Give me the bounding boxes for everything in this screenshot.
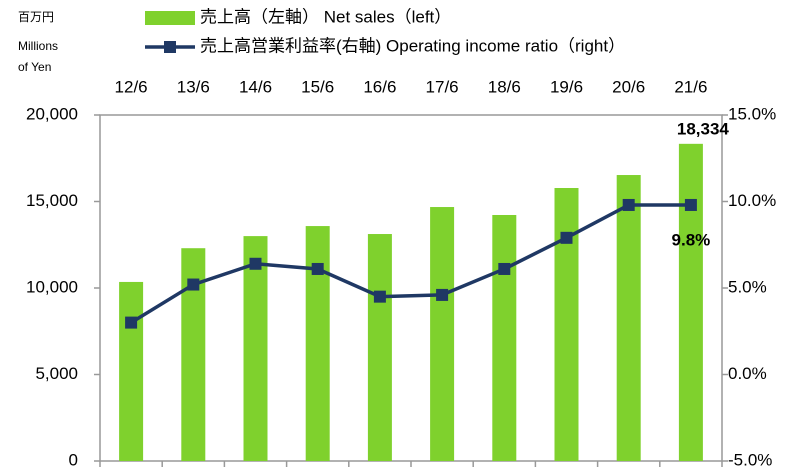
legend-label: 売上高営業利益率(右軸) Operating income ratio（righ… bbox=[200, 36, 625, 55]
data-label: 9.8% bbox=[672, 230, 711, 249]
legend-swatch bbox=[164, 41, 176, 53]
x-tick-label: 20/6 bbox=[612, 77, 645, 96]
y-tick-label: 10,000 bbox=[26, 277, 78, 296]
x-tick-label: 18/6 bbox=[488, 77, 521, 96]
y-axis-label: 百万円 bbox=[18, 10, 54, 24]
marker bbox=[436, 288, 449, 301]
bar bbox=[554, 188, 579, 462]
bar bbox=[492, 214, 517, 461]
y2-tick-label: 5.0% bbox=[728, 277, 767, 296]
y-tick-label: 0 bbox=[69, 450, 78, 469]
x-tick-label: 13/6 bbox=[177, 77, 210, 96]
bar bbox=[243, 236, 268, 461]
x-tick-label: 21/6 bbox=[674, 77, 707, 96]
x-tick-label: 15/6 bbox=[301, 77, 334, 96]
y-axis-label: Millions bbox=[18, 39, 58, 53]
bar bbox=[305, 226, 330, 461]
bar bbox=[616, 175, 641, 461]
bar bbox=[430, 207, 455, 461]
legend-label: 売上高（左軸） Net sales（left） bbox=[200, 7, 451, 26]
x-tick-label: 14/6 bbox=[239, 77, 272, 96]
y-tick-label: 5,000 bbox=[35, 364, 78, 383]
marker bbox=[249, 257, 262, 270]
marker bbox=[498, 262, 511, 275]
marker bbox=[684, 198, 697, 211]
y2-tick-label: 10.0% bbox=[728, 191, 776, 210]
x-tick-label: 16/6 bbox=[363, 77, 396, 96]
bar bbox=[678, 143, 703, 462]
y-tick-label: 20,000 bbox=[26, 104, 78, 123]
bar bbox=[119, 281, 144, 461]
y2-tick-label: 0.0% bbox=[728, 364, 767, 383]
marker bbox=[622, 198, 635, 211]
y-tick-label: 15,000 bbox=[26, 191, 78, 210]
x-tick-label: 19/6 bbox=[550, 77, 583, 96]
x-tick-label: 17/6 bbox=[426, 77, 459, 96]
y2-tick-label: 15.0% bbox=[728, 104, 776, 123]
marker bbox=[125, 316, 138, 329]
legend-swatch bbox=[145, 11, 195, 25]
marker bbox=[311, 262, 324, 275]
marker bbox=[560, 231, 573, 244]
y-axis-label: of Yen bbox=[18, 60, 51, 74]
marker bbox=[187, 278, 200, 291]
x-tick-label: 12/6 bbox=[115, 77, 148, 96]
line bbox=[130, 203, 691, 325]
marker bbox=[373, 290, 386, 303]
bar bbox=[367, 234, 392, 461]
data-label: 18,334 bbox=[677, 119, 730, 138]
y2-tick-label: -5.0% bbox=[728, 450, 772, 469]
